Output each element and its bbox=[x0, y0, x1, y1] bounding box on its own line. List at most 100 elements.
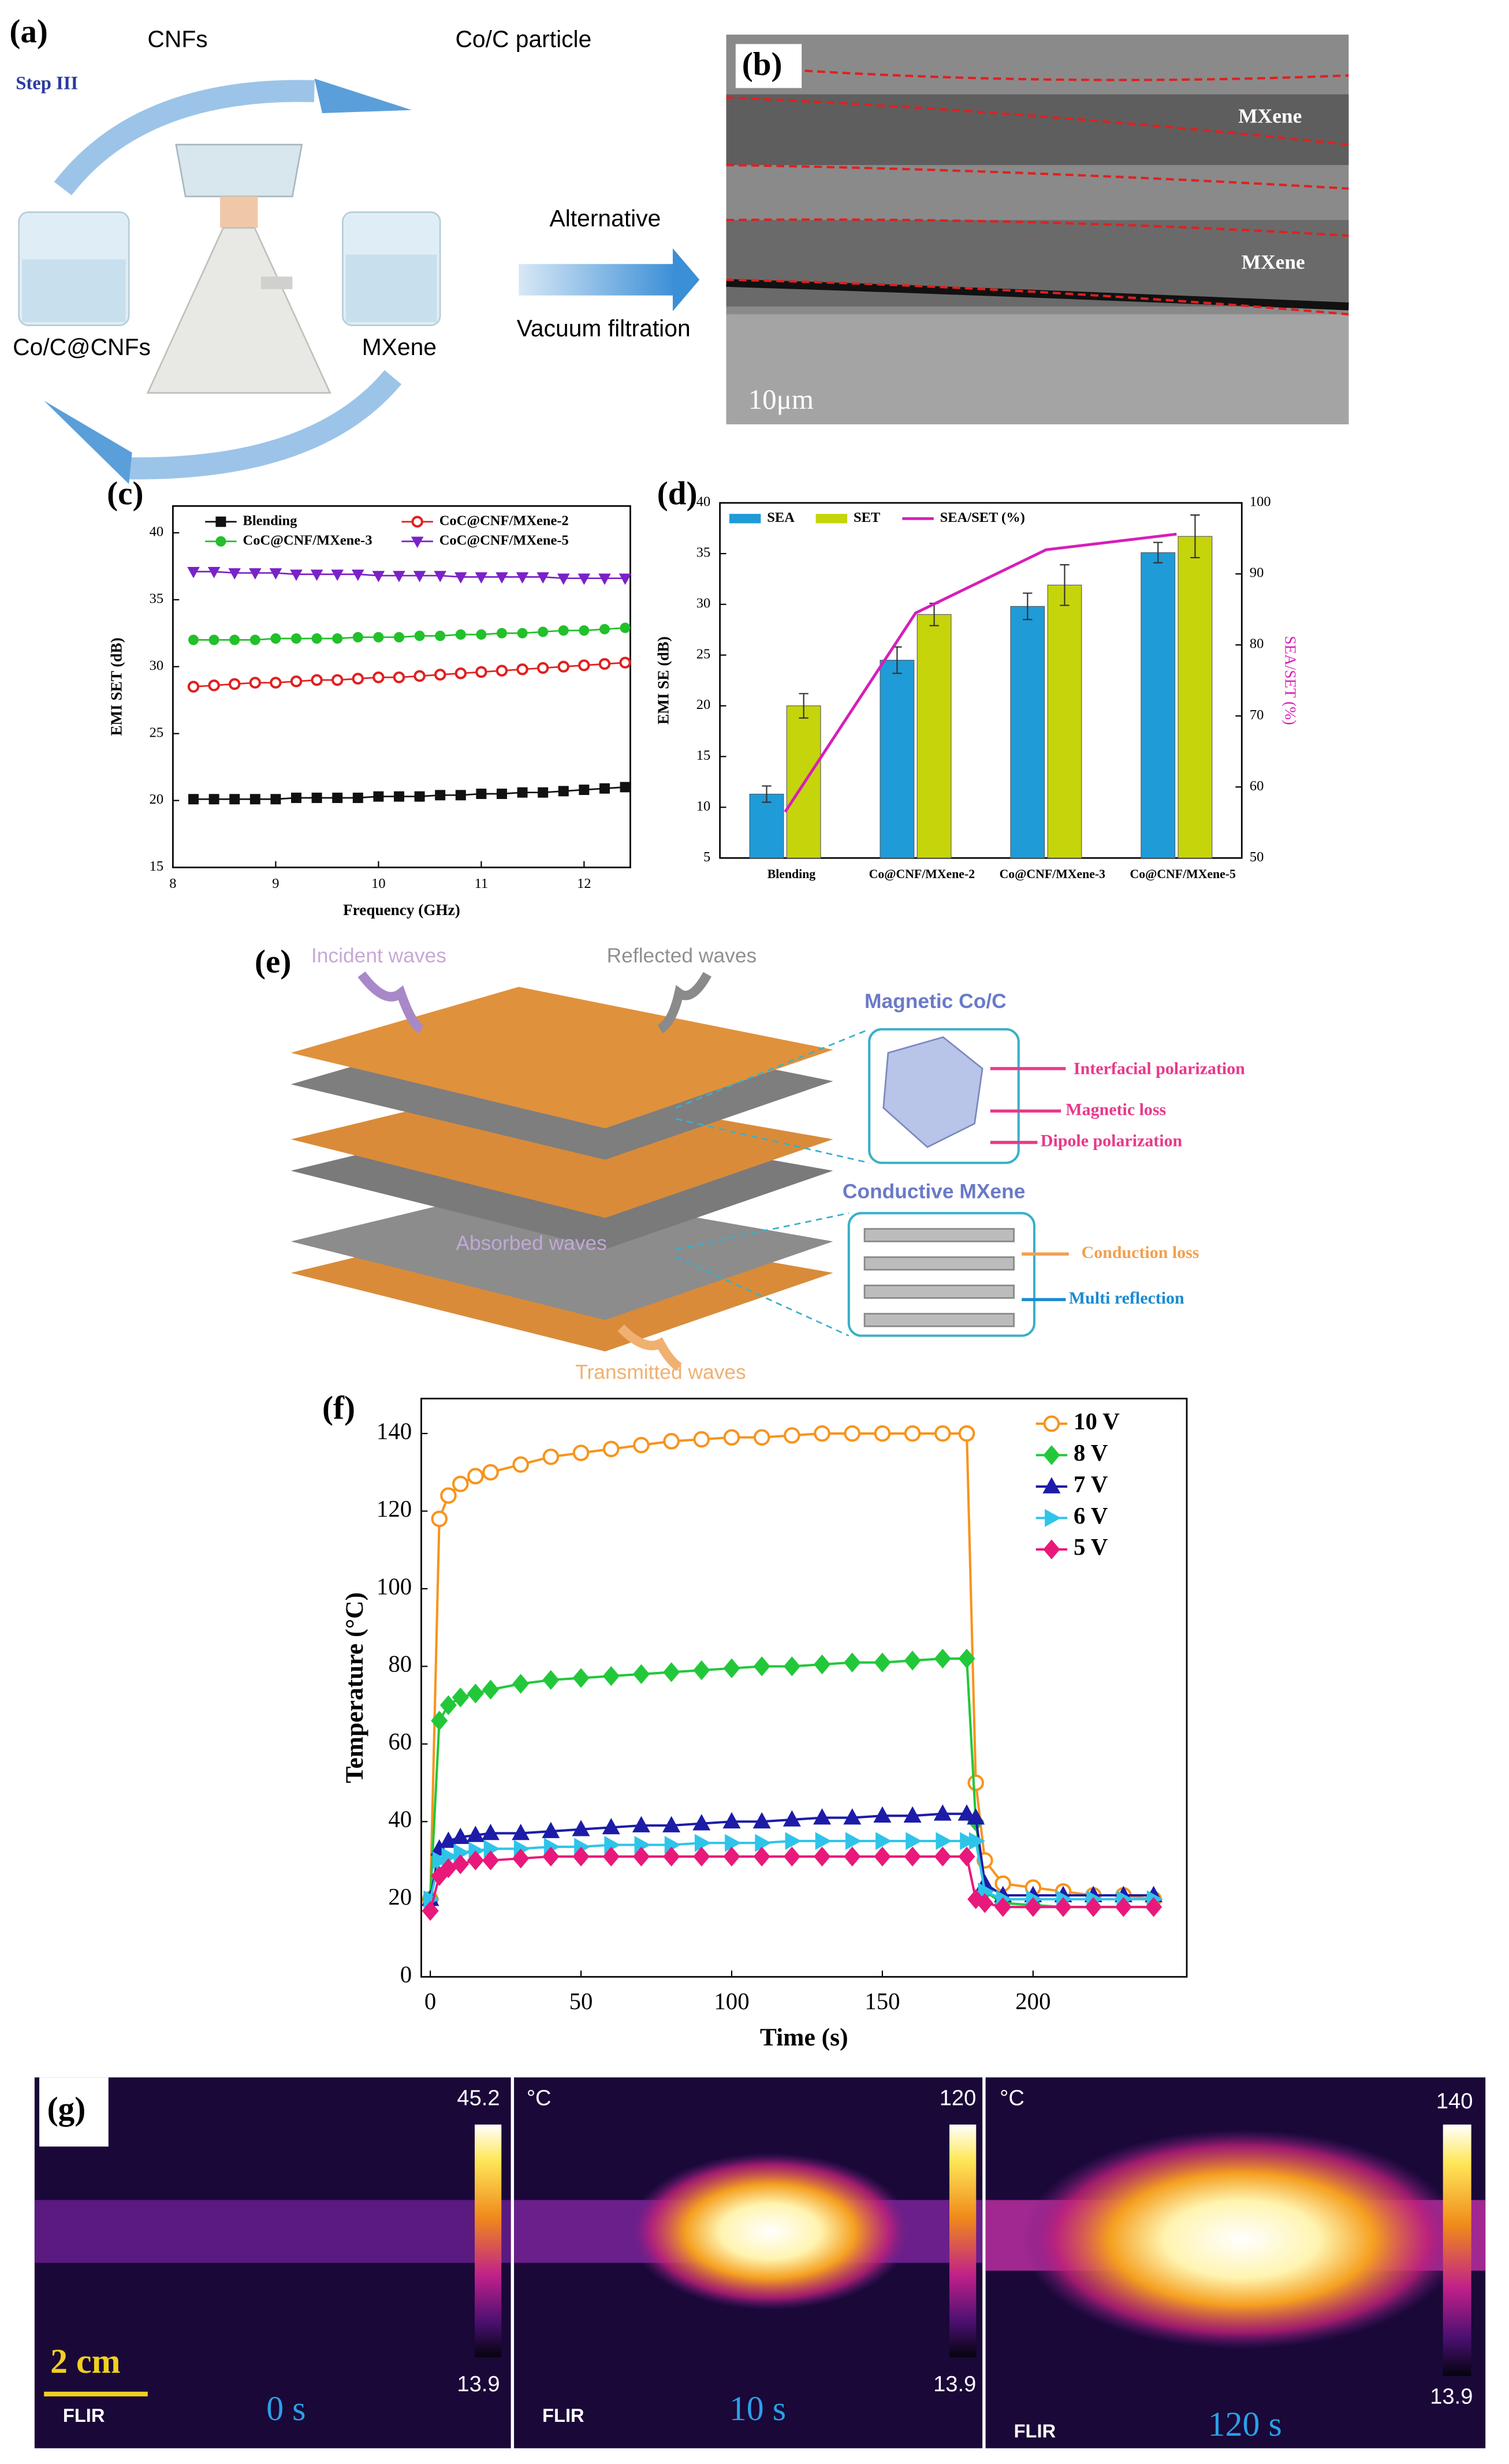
marker bbox=[1145, 1896, 1163, 1917]
marker bbox=[662, 1816, 681, 1832]
marker bbox=[844, 1425, 861, 1442]
brand: FLIR bbox=[1014, 2420, 1056, 2441]
marker bbox=[291, 792, 301, 803]
marker bbox=[431, 1711, 448, 1731]
x-tick-label: Co@CNF/MXene-5 bbox=[1130, 867, 1236, 881]
marker bbox=[229, 634, 240, 645]
time-label: 0 s bbox=[266, 2390, 305, 2428]
layer-stack bbox=[290, 987, 833, 1352]
marker bbox=[372, 570, 385, 583]
marker bbox=[957, 1804, 976, 1821]
marker bbox=[633, 1436, 650, 1454]
marker bbox=[290, 675, 303, 688]
marker bbox=[783, 1810, 801, 1827]
label: Dipole polarization bbox=[1041, 1132, 1183, 1151]
marker bbox=[572, 1444, 590, 1461]
layer-boundaries bbox=[726, 69, 1349, 316]
marker bbox=[934, 1425, 951, 1442]
legend-label: Blending bbox=[243, 513, 297, 528]
flask-arm bbox=[260, 277, 293, 289]
marker bbox=[536, 572, 549, 584]
panel-label: (f) bbox=[322, 1390, 355, 1426]
marker bbox=[476, 629, 487, 640]
marker bbox=[413, 670, 426, 682]
marker bbox=[454, 667, 467, 680]
marker bbox=[331, 569, 344, 581]
error-bar bbox=[1023, 592, 1033, 621]
panel-g: (g) 45.2 13.9 0 s FLIR 2 cm °C 120 13.9 … bbox=[34, 2077, 1486, 2448]
scale-bar bbox=[44, 2391, 148, 2396]
bar bbox=[1047, 584, 1082, 858]
marker bbox=[207, 566, 221, 578]
marker bbox=[1043, 1415, 1060, 1432]
series-line bbox=[193, 662, 625, 688]
x-tick-label: 100 bbox=[714, 1988, 749, 2014]
marker bbox=[208, 679, 220, 692]
marker bbox=[753, 1656, 770, 1677]
marker bbox=[466, 1825, 485, 1842]
marker bbox=[512, 1456, 529, 1473]
marker bbox=[496, 789, 507, 799]
marker bbox=[352, 792, 363, 803]
error-bar bbox=[1153, 542, 1163, 563]
marker bbox=[958, 1846, 975, 1866]
marker bbox=[394, 791, 404, 802]
marker bbox=[967, 1774, 984, 1791]
callout-lines bbox=[675, 1028, 870, 1336]
marker bbox=[663, 1846, 680, 1866]
marker bbox=[577, 573, 591, 585]
marker bbox=[311, 674, 323, 686]
legend-label: 10 V bbox=[1074, 1408, 1120, 1434]
x-tick-label: 10 bbox=[371, 876, 385, 891]
marker bbox=[331, 674, 344, 686]
marker bbox=[693, 1846, 710, 1866]
legend-label: SET bbox=[854, 510, 880, 525]
marker bbox=[291, 633, 301, 644]
y-tick-label: 5 bbox=[703, 849, 710, 865]
label: Conduction loss bbox=[1082, 1243, 1199, 1262]
marker bbox=[432, 1851, 449, 1869]
marker bbox=[311, 633, 322, 644]
marker bbox=[411, 516, 423, 528]
series-line bbox=[193, 570, 625, 580]
label: Reflected waves bbox=[607, 944, 757, 967]
marker bbox=[558, 786, 569, 797]
bar bbox=[749, 793, 784, 858]
y-tick-label: 80 bbox=[388, 1651, 412, 1677]
marker bbox=[934, 1846, 951, 1866]
marker bbox=[936, 1832, 952, 1850]
marker bbox=[542, 1448, 560, 1465]
marker bbox=[352, 632, 363, 643]
marker bbox=[725, 1834, 742, 1852]
unit: °C bbox=[527, 2086, 552, 2111]
x-tick-label: 9 bbox=[272, 876, 279, 891]
y2-tick-label: 90 bbox=[1250, 565, 1264, 581]
marker bbox=[451, 1827, 470, 1844]
label: CNFs bbox=[147, 26, 207, 53]
scale-bar-label: 10μm bbox=[748, 383, 814, 415]
time-label: 120 s bbox=[1208, 2405, 1282, 2443]
marker bbox=[394, 632, 404, 643]
marker bbox=[958, 1425, 975, 1442]
label: MXene bbox=[1242, 250, 1305, 273]
label: Vacuum filtration bbox=[517, 315, 691, 341]
panel-e: (e) Incident waves Reflected waves Absor… bbox=[255, 943, 1245, 1383]
marker bbox=[579, 625, 590, 636]
marker bbox=[906, 1832, 922, 1850]
y-tick-label: 20 bbox=[150, 792, 163, 807]
legend-label: CoC@CNF/MXene-5 bbox=[439, 532, 569, 548]
legend-label: 5 V bbox=[1074, 1534, 1108, 1560]
marker bbox=[1024, 1896, 1042, 1917]
marker bbox=[269, 568, 282, 580]
marker bbox=[495, 664, 508, 677]
error-bar bbox=[799, 693, 808, 719]
marker bbox=[874, 1846, 891, 1866]
marker bbox=[904, 1846, 921, 1866]
panel-label: (b) bbox=[742, 46, 783, 83]
marker bbox=[482, 1850, 500, 1871]
legend-label: CoC@CNF/MXene-3 bbox=[243, 532, 372, 548]
label: Magnetic Co/C bbox=[865, 990, 1007, 1013]
arrowhead bbox=[672, 248, 700, 311]
marker bbox=[753, 1429, 770, 1446]
y2-tick-label: 70 bbox=[1250, 707, 1264, 723]
